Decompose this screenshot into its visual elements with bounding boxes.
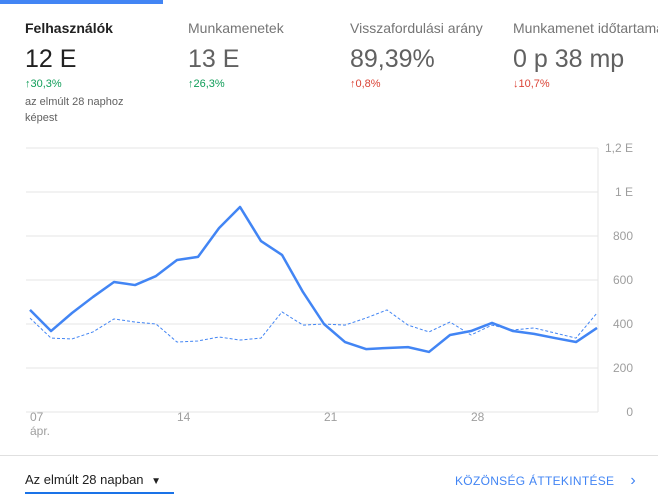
metric-title: Munkamenet időtartama <box>513 20 658 36</box>
metric-note: az elmúlt 28 naphoz képest <box>25 96 124 124</box>
dropdown-arrow: ▼ <box>151 476 162 487</box>
change-arrow: ↑ <box>25 78 31 90</box>
change-value: 10,7% <box>518 78 550 90</box>
metric-change: ↑30,3% <box>25 78 185 90</box>
date-range-label: Az elmúlt 28 napban <box>25 472 144 487</box>
y-tick-label: 400 <box>613 317 633 331</box>
series-line <box>29 309 598 343</box>
x-sublabel: ápr. <box>30 424 50 438</box>
divider <box>0 455 658 456</box>
change-value: 30,3% <box>30 78 62 90</box>
change-value: 0,8% <box>355 78 381 90</box>
y-tick-label: 600 <box>613 273 633 287</box>
metric-value: 12 E <box>25 45 77 73</box>
metric-change: ↑26,3% <box>188 78 348 90</box>
metric-title: Visszafordulási arány <box>350 20 483 36</box>
metric-value: 0 p 38 mp <box>513 45 625 73</box>
link-label: KÖZÖNSÉG ÁTTEKINTÉSE <box>455 474 615 488</box>
change-arrow: ↓ <box>513 78 519 90</box>
date-range-dropdown[interactable]: Az elmúlt 28 napban ▼ <box>25 472 174 494</box>
y-tick-label: 800 <box>613 229 633 243</box>
selected-tab-indicator <box>0 0 163 4</box>
x-tick-label: 14 <box>177 410 191 424</box>
x-tick-label: 07 <box>30 410 44 424</box>
y-tick-label: 1 E <box>615 185 633 199</box>
change-arrow: ↑ <box>350 78 356 90</box>
y-tick-label: 0 <box>626 405 633 419</box>
metric-title: Munkamenetek <box>188 20 284 36</box>
metric-change: ↑0,8% <box>350 78 510 90</box>
series-line <box>29 205 598 354</box>
chevron: › <box>630 472 636 489</box>
change-value: 26,3% <box>193 78 225 90</box>
x-tick-label: 21 <box>324 410 338 424</box>
metric-tab[interactable]: Munkamenetek 13 E ↑26,3% <box>188 20 348 90</box>
metric-tab[interactable]: Visszafordulási arány 89,39% ↑0,8% <box>350 20 510 90</box>
metric-title: Felhasználók <box>25 20 113 36</box>
metric-value: 13 E <box>188 45 240 73</box>
change-arrow: ↑ <box>188 78 194 90</box>
metric-change: ↓10,7% <box>513 78 658 90</box>
metric-tab[interactable]: Munkamenet időtartama 0 p 38 mp ↓10,7% <box>513 20 658 90</box>
metric-value: 89,39% <box>350 45 435 73</box>
audience-overview-link[interactable]: KÖZÖNSÉG ÁTTEKINTÉSE › <box>455 472 636 490</box>
y-tick-label: 200 <box>613 361 633 375</box>
x-tick-label: 28 <box>471 410 485 424</box>
y-tick-label: 1,2 E <box>605 141 633 155</box>
metric-tab[interactable]: Felhasználók 12 E ↑30,3% az elmúlt 28 napho… <box>25 20 185 126</box>
